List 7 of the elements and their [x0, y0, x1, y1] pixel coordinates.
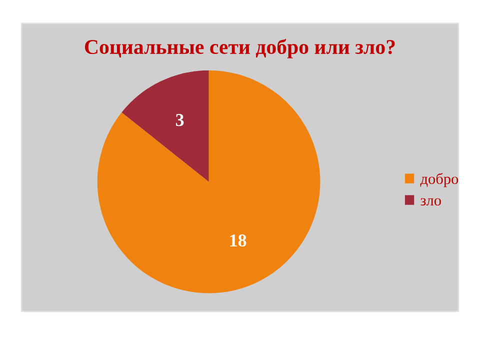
data-label: 3 — [176, 114, 184, 126]
legend-label: добро — [420, 172, 458, 188]
chart-title: Социальные сети добро или зло? — [84, 38, 395, 58]
pie-slice — [97, 70, 320, 294]
pie-slice — [122, 70, 209, 182]
legend-label: зло — [420, 198, 441, 206]
data-label: 18 — [230, 234, 246, 247]
